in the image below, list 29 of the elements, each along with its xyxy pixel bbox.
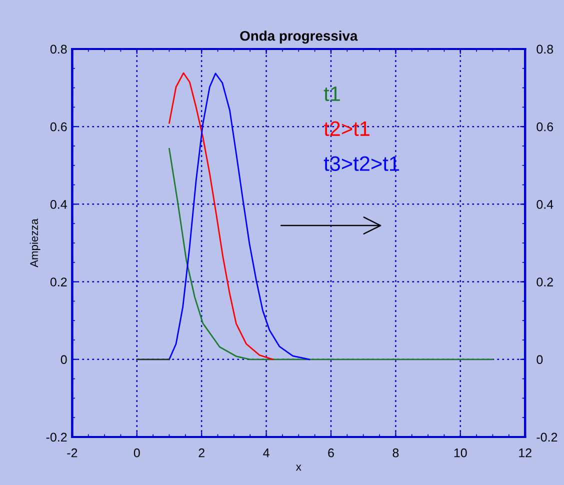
y-axis-title: Ampiezza (30, 218, 40, 268)
x-axis-title: x (296, 464, 302, 471)
y2-tick-label: 0.8 (536, 44, 554, 54)
x-tick-label: 12 (519, 448, 532, 458)
text: t1 (324, 86, 340, 102)
x-tick-label: 10 (454, 448, 467, 458)
y2-tick-label: 0.2 (536, 278, 553, 286)
line-series (168, 72, 310, 360)
x-tick-label: 6 (328, 448, 334, 458)
chart-title: Onda progressiva (240, 30, 358, 44)
x-tick-label: 8 (392, 448, 399, 458)
y2-tick-label: 0.6 (536, 122, 554, 132)
x-tick-label: 4 (263, 448, 270, 458)
x-tick-label: 2 (198, 448, 204, 458)
text: t3>t2>t1 (324, 156, 399, 171)
line-series (168, 148, 494, 360)
y2-tick-label: 0.4 (536, 200, 554, 209)
y2-tick-label: 0 (536, 355, 543, 364)
y-tick-label: 0 (60, 355, 67, 364)
y-tick-label: -0.2 (46, 432, 67, 442)
y-tick-label: 0.8 (50, 44, 67, 54)
text: t2>t1 (324, 121, 370, 136)
y-tick-label: 0.6 (50, 122, 67, 132)
line-series (168, 72, 274, 360)
x-tick-label: 0 (134, 448, 140, 458)
y2-tick-label: -0.2 (536, 432, 558, 442)
x-tick-label: -2 (67, 448, 78, 458)
y-tick-label: 0.2 (50, 278, 67, 286)
y-tick-label: 0.4 (50, 200, 67, 209)
